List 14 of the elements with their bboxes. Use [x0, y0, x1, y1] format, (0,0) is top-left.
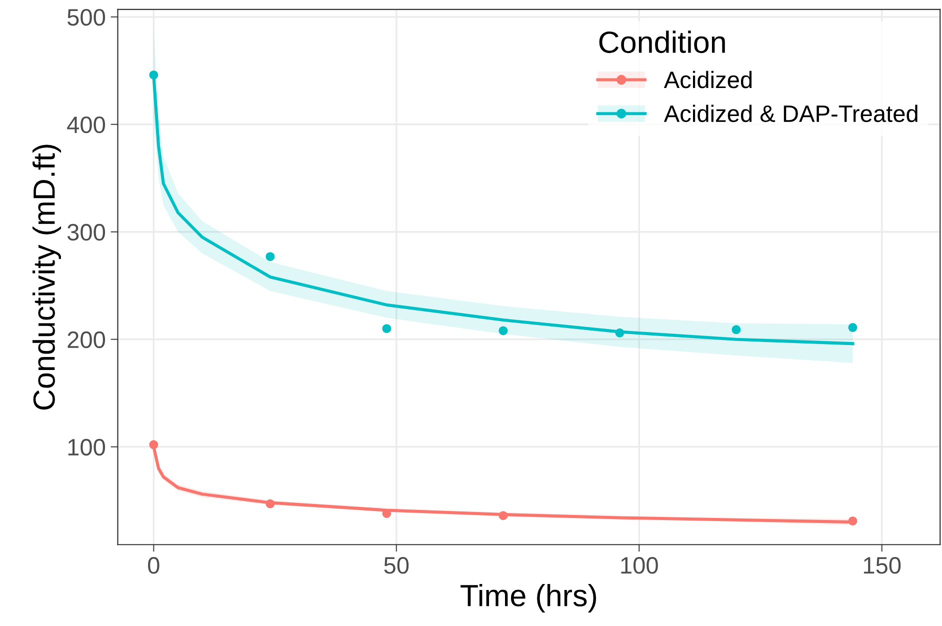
legend-label: Acidized: [664, 70, 752, 88]
y-axis-title: Conductivity (mD.ft): [32, 144, 61, 410]
y-tick-label: 500: [68, 8, 106, 26]
x-tick-label: 0: [148, 557, 160, 574]
legend-title: Condition: [599, 30, 725, 54]
x-tick-label: 150: [864, 557, 901, 574]
y-tick-label: 100: [68, 438, 106, 456]
y-tick-label: 300: [67, 224, 106, 241]
y-tick-label: 400: [67, 116, 106, 134]
x-axis-title: Time (hrs): [460, 584, 596, 612]
legend-label: Acidized & DAP-Treated: [664, 104, 918, 122]
y-tick-label: 200: [68, 331, 106, 348]
x-tick-label: 100: [621, 557, 658, 574]
x-tick-label: 50: [384, 557, 409, 574]
